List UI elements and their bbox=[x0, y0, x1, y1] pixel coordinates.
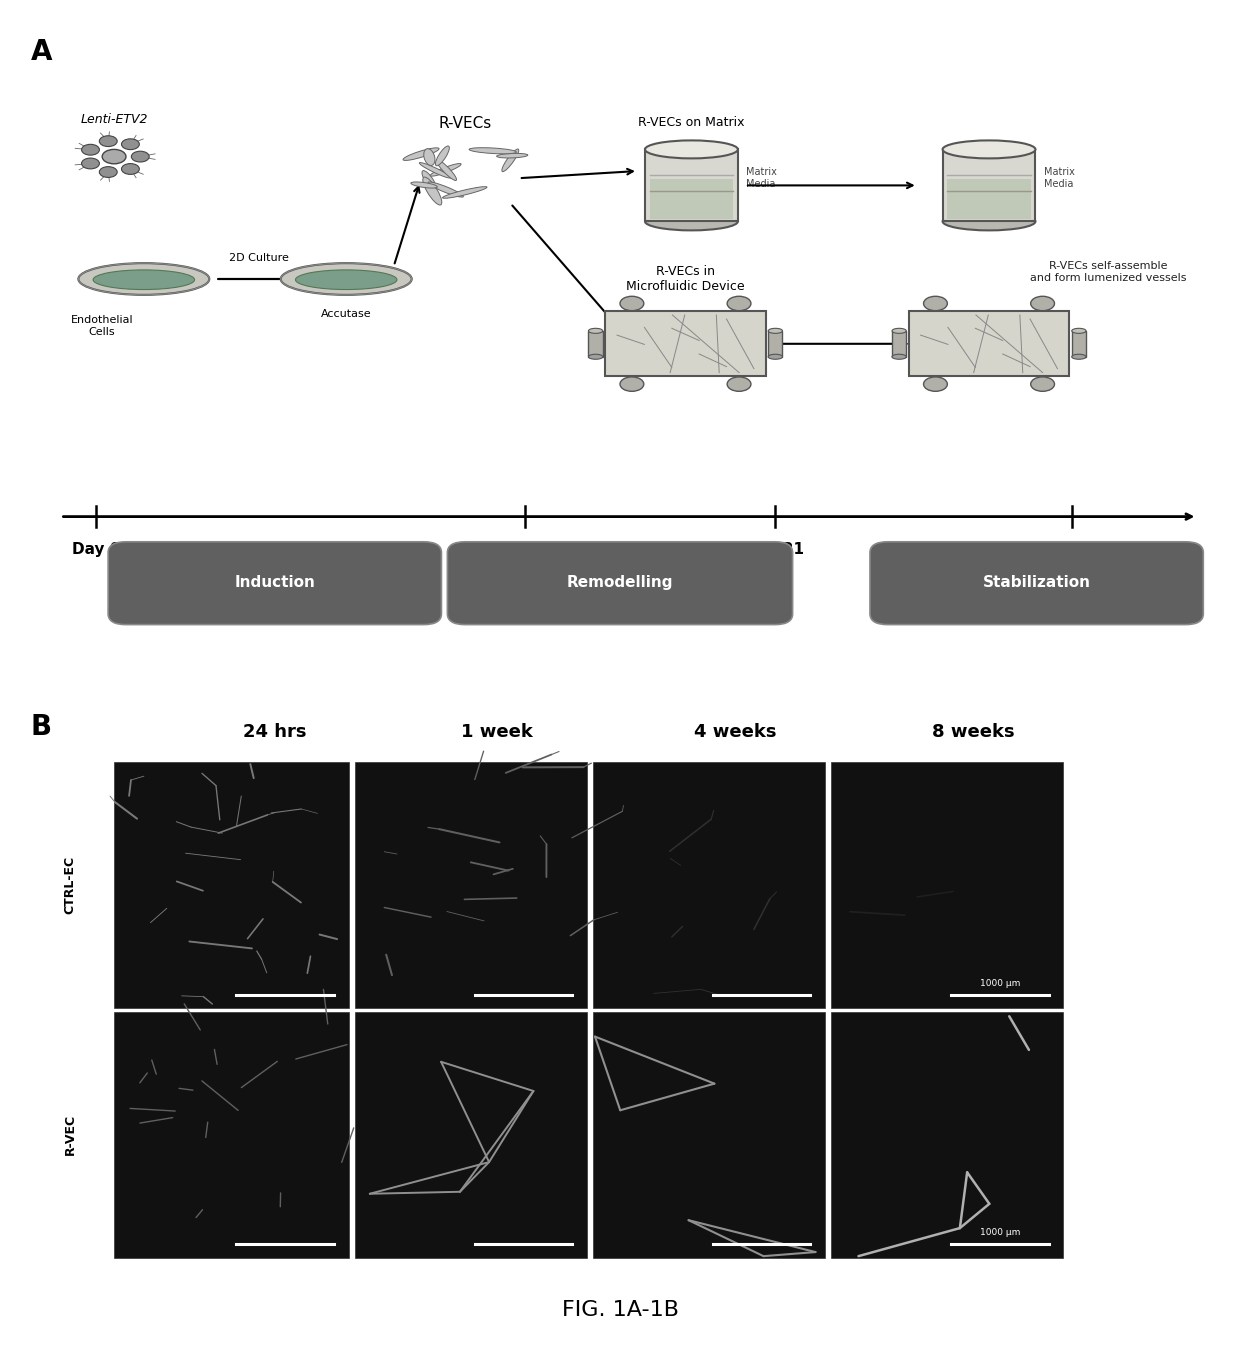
Text: R-VECs: R-VECs bbox=[439, 116, 492, 131]
Ellipse shape bbox=[423, 177, 441, 205]
Circle shape bbox=[620, 377, 644, 392]
Text: Matrix
Media: Matrix Media bbox=[1044, 167, 1075, 189]
Circle shape bbox=[924, 377, 947, 392]
Ellipse shape bbox=[469, 147, 516, 154]
Ellipse shape bbox=[892, 328, 906, 333]
Bar bbox=[892, 331, 906, 356]
Ellipse shape bbox=[280, 263, 412, 294]
Ellipse shape bbox=[428, 182, 464, 197]
Circle shape bbox=[99, 136, 118, 147]
Circle shape bbox=[82, 144, 99, 155]
Ellipse shape bbox=[295, 270, 397, 289]
Bar bbox=[645, 150, 738, 221]
Ellipse shape bbox=[435, 146, 449, 166]
Text: R-VECs in
Microfluidic Device: R-VECs in Microfluidic Device bbox=[626, 266, 745, 293]
Text: R-VECs self-assemble
and form lumenized vessels: R-VECs self-assemble and form lumenized … bbox=[1029, 261, 1187, 282]
Bar bbox=[593, 1012, 825, 1258]
Circle shape bbox=[102, 150, 126, 163]
Bar bbox=[589, 331, 603, 356]
Ellipse shape bbox=[769, 354, 782, 359]
Text: >4 Week: >4 Week bbox=[1034, 541, 1110, 556]
Ellipse shape bbox=[422, 170, 436, 190]
Text: Accutase: Accutase bbox=[321, 309, 372, 319]
Text: Remodelling: Remodelling bbox=[567, 575, 673, 590]
Ellipse shape bbox=[430, 163, 461, 177]
Ellipse shape bbox=[443, 186, 487, 198]
Ellipse shape bbox=[424, 148, 435, 166]
Ellipse shape bbox=[942, 212, 1035, 231]
Text: 1000 μm: 1000 μm bbox=[980, 979, 1021, 988]
Bar bbox=[1071, 331, 1086, 356]
Text: FIG. 1A-1B: FIG. 1A-1B bbox=[562, 1300, 678, 1319]
Bar bbox=[909, 312, 1069, 377]
Text: Day 14: Day 14 bbox=[495, 541, 554, 556]
Ellipse shape bbox=[589, 328, 603, 333]
Ellipse shape bbox=[410, 182, 438, 188]
Text: Lenti-ETV2: Lenti-ETV2 bbox=[81, 113, 148, 127]
Text: Matrix
Media: Matrix Media bbox=[746, 167, 777, 189]
Circle shape bbox=[131, 151, 149, 162]
Ellipse shape bbox=[942, 140, 1035, 158]
Text: 24 hrs: 24 hrs bbox=[243, 724, 306, 741]
Bar bbox=[114, 1012, 348, 1258]
Ellipse shape bbox=[589, 354, 603, 359]
Text: 8 weeks: 8 weeks bbox=[932, 724, 1014, 741]
Text: Endothelial
Cells: Endothelial Cells bbox=[71, 315, 134, 336]
FancyBboxPatch shape bbox=[870, 541, 1203, 625]
Bar bbox=[947, 180, 1030, 219]
Text: R-VECs on Matrix: R-VECs on Matrix bbox=[639, 116, 745, 130]
FancyBboxPatch shape bbox=[448, 541, 792, 625]
Ellipse shape bbox=[436, 159, 456, 181]
Ellipse shape bbox=[645, 212, 738, 231]
Bar bbox=[769, 331, 782, 356]
Ellipse shape bbox=[403, 148, 439, 161]
Ellipse shape bbox=[769, 328, 782, 333]
Bar bbox=[831, 1012, 1063, 1258]
Text: R-VEC: R-VEC bbox=[63, 1114, 77, 1156]
Text: 1000 μm: 1000 μm bbox=[980, 1228, 1021, 1237]
Ellipse shape bbox=[1071, 354, 1086, 359]
Circle shape bbox=[924, 296, 947, 310]
Circle shape bbox=[727, 296, 751, 310]
Ellipse shape bbox=[892, 354, 906, 359]
Text: Stabilization: Stabilization bbox=[982, 575, 1091, 590]
Bar bbox=[831, 763, 1063, 1008]
Ellipse shape bbox=[1071, 328, 1086, 333]
Text: A: A bbox=[31, 38, 52, 66]
Ellipse shape bbox=[93, 270, 195, 289]
Text: Day 0: Day 0 bbox=[72, 541, 120, 556]
Text: Induction: Induction bbox=[234, 575, 315, 590]
Circle shape bbox=[727, 377, 751, 392]
Bar bbox=[355, 1012, 587, 1258]
Ellipse shape bbox=[645, 140, 738, 158]
Circle shape bbox=[99, 166, 118, 177]
Text: 4 weeks: 4 weeks bbox=[694, 724, 776, 741]
Ellipse shape bbox=[497, 154, 528, 158]
Ellipse shape bbox=[419, 162, 451, 178]
Text: B: B bbox=[31, 713, 52, 741]
Bar bbox=[355, 763, 587, 1008]
Text: 2D Culture: 2D Culture bbox=[229, 254, 289, 263]
Text: CTRL-EC: CTRL-EC bbox=[63, 856, 77, 914]
Bar bbox=[605, 312, 766, 377]
Circle shape bbox=[82, 158, 99, 169]
Text: Day 21: Day 21 bbox=[745, 541, 805, 556]
Bar bbox=[942, 150, 1035, 221]
Text: 1 week: 1 week bbox=[461, 724, 533, 741]
Ellipse shape bbox=[502, 148, 518, 171]
Circle shape bbox=[122, 139, 139, 150]
Circle shape bbox=[620, 296, 644, 310]
Bar bbox=[114, 763, 348, 1008]
Ellipse shape bbox=[78, 263, 210, 294]
Circle shape bbox=[1030, 296, 1054, 310]
Circle shape bbox=[1030, 377, 1054, 392]
Bar bbox=[650, 180, 733, 219]
FancyBboxPatch shape bbox=[108, 541, 441, 625]
Circle shape bbox=[122, 163, 139, 174]
Bar bbox=[593, 763, 825, 1008]
